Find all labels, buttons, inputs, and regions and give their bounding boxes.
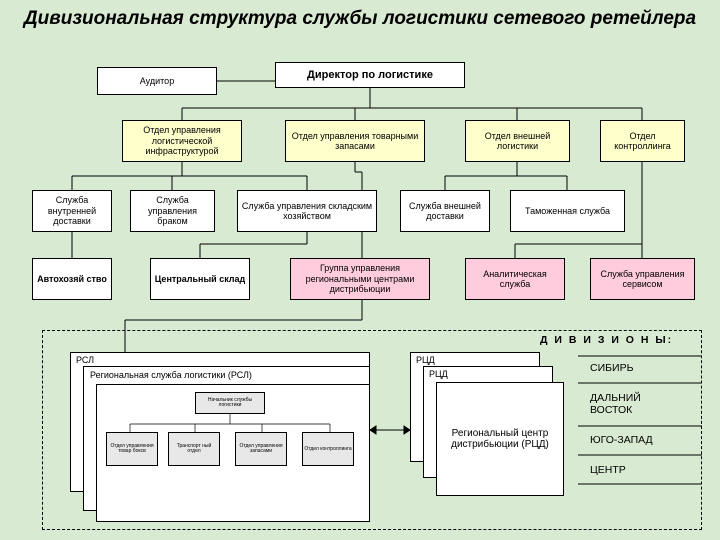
rcd-short-1: РЦД (416, 355, 435, 365)
rsl-short-1: РСЛ (76, 355, 94, 365)
node-r3c: Служба управления складским хозяйством (237, 190, 377, 232)
node-r3b: Служба управления браком (130, 190, 215, 232)
rcd-short-2: РЦД (429, 369, 448, 379)
region-1: ДАЛЬНИЙ ВОСТОК (590, 392, 680, 416)
node-r3d: Служба внешней доставки (400, 190, 490, 232)
region-0: СИБИРЬ (590, 362, 633, 374)
region-2: ЮГО-ЗАПАД (590, 434, 653, 446)
region-3: ЦЕНТР (590, 464, 626, 476)
node-r4a: Автохозяй ство (32, 258, 112, 300)
node-r4b: Центральный склад (150, 258, 250, 300)
node-dept2: Отдел управления товарными запасами (285, 120, 425, 162)
node-r4d: Аналитическая служба (465, 258, 565, 300)
rcd-full-label: Региональный центр дистрибьюции (РЦД) (436, 382, 564, 496)
node-dept1: Отдел управления логистической инфрастру… (122, 120, 242, 162)
node-r4e: Служба управления сервисом (590, 258, 695, 300)
rsl-mini-2: Отдел управления запасами (235, 432, 287, 466)
rsl-mini-0: Отдел управления товар боксв (106, 432, 158, 466)
node-dept3: Отдел внешней логистики (465, 120, 570, 162)
node-director: Директор по логистике (275, 62, 465, 88)
rsl-mini-1: Транспорт ный отдел (168, 432, 220, 466)
node-r3a: Служба внутренней доставки (32, 190, 112, 232)
node-dept4: Отдел контроллинга (600, 120, 685, 162)
page-title: Дивизиональная структура службы логистик… (0, 0, 720, 35)
rsl-mini-3: Отдел контроллинга (302, 432, 354, 466)
node-r4c: Группа управления региональными центрами… (290, 258, 430, 300)
divisions-title: Д И В И З И О Н Ы: (540, 334, 673, 346)
rsl-full: Региональная служба логистики (РСЛ) (90, 370, 252, 380)
node-auditor: Аудитор (97, 67, 217, 95)
rsl-mini-top: Начальник службы логистики (195, 392, 265, 414)
node-r3e: Таможенная служба (510, 190, 625, 232)
